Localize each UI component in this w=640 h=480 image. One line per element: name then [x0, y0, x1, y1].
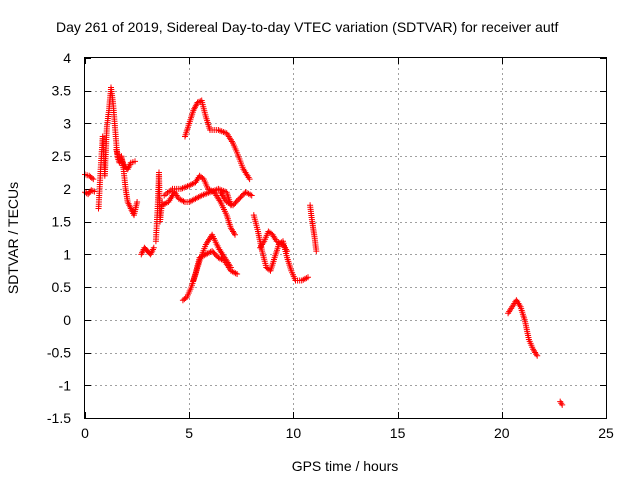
y-tick-label: -0.5: [47, 345, 71, 361]
data-point: [199, 175, 206, 181]
y-tick-label: 3.5: [52, 83, 72, 99]
y-tick-label: -1: [59, 377, 72, 393]
series-t10: [179, 248, 241, 304]
data-point: [227, 264, 234, 271]
series-t12: [217, 189, 255, 209]
data-point: [313, 248, 320, 255]
tick-labels: 0 5 10 15 20 25 -1.5 -1 -0.5 0 0.5 1 1.5 2 2.5 3 3.5 4: [47, 50, 614, 441]
data-point: [246, 176, 253, 183]
data-point: [248, 192, 255, 199]
series-t1: [82, 187, 98, 198]
grid-lines: [85, 58, 607, 419]
series-t14: [257, 228, 291, 255]
data-point: [90, 176, 97, 183]
x-axis-label: GPS time / hours: [292, 458, 399, 474]
data-point: [195, 98, 202, 105]
chart-title: Day 261 of 2019, Sidereal Day-to-day VTE…: [56, 19, 559, 35]
y-axis-label: SDTVAR / TECUs: [5, 182, 21, 294]
data-point: [232, 231, 238, 238]
data-point: [234, 271, 241, 277]
y-tick-label: 2.5: [52, 148, 72, 164]
series-t16: [505, 297, 541, 359]
y-tick-label: 4: [63, 50, 71, 66]
y-tick-label: 1.5: [52, 214, 72, 230]
data-point: [88, 175, 95, 181]
series-t11: [190, 231, 234, 284]
x-tick-label: 25: [598, 425, 614, 441]
data-point: [284, 248, 291, 255]
y-tick-label: 2: [63, 181, 71, 197]
data-point: [132, 158, 138, 165]
data-point: [534, 352, 541, 359]
series-t13: [250, 212, 311, 284]
data-point: [150, 244, 157, 251]
series-t15: [307, 202, 320, 255]
y-tick-label: 0: [63, 312, 71, 328]
data-point: [305, 274, 311, 281]
x-tick-label: 5: [185, 425, 193, 441]
y-tick-label: 1: [63, 246, 71, 262]
series-t4: [113, 146, 138, 173]
data-point: [559, 401, 566, 408]
x-tick-label: 0: [81, 425, 89, 441]
y-tick-label: 3: [63, 115, 71, 131]
x-tick-label: 10: [286, 425, 302, 441]
y-tick-label: -1.5: [47, 410, 71, 426]
x-tick-label: 20: [494, 425, 510, 441]
series-t9: [182, 97, 253, 183]
data-point: [91, 188, 98, 195]
x-tick-label: 15: [390, 425, 406, 441]
data-point: [182, 295, 189, 301]
data-points: [82, 84, 566, 408]
series-t8: [161, 172, 238, 238]
plot-frame: [84, 57, 607, 419]
data-point: [134, 199, 141, 205]
series-t17: [557, 398, 566, 408]
series-t3: [95, 84, 141, 219]
y-tick-label: 0.5: [52, 279, 72, 295]
series-t5: [138, 244, 157, 258]
